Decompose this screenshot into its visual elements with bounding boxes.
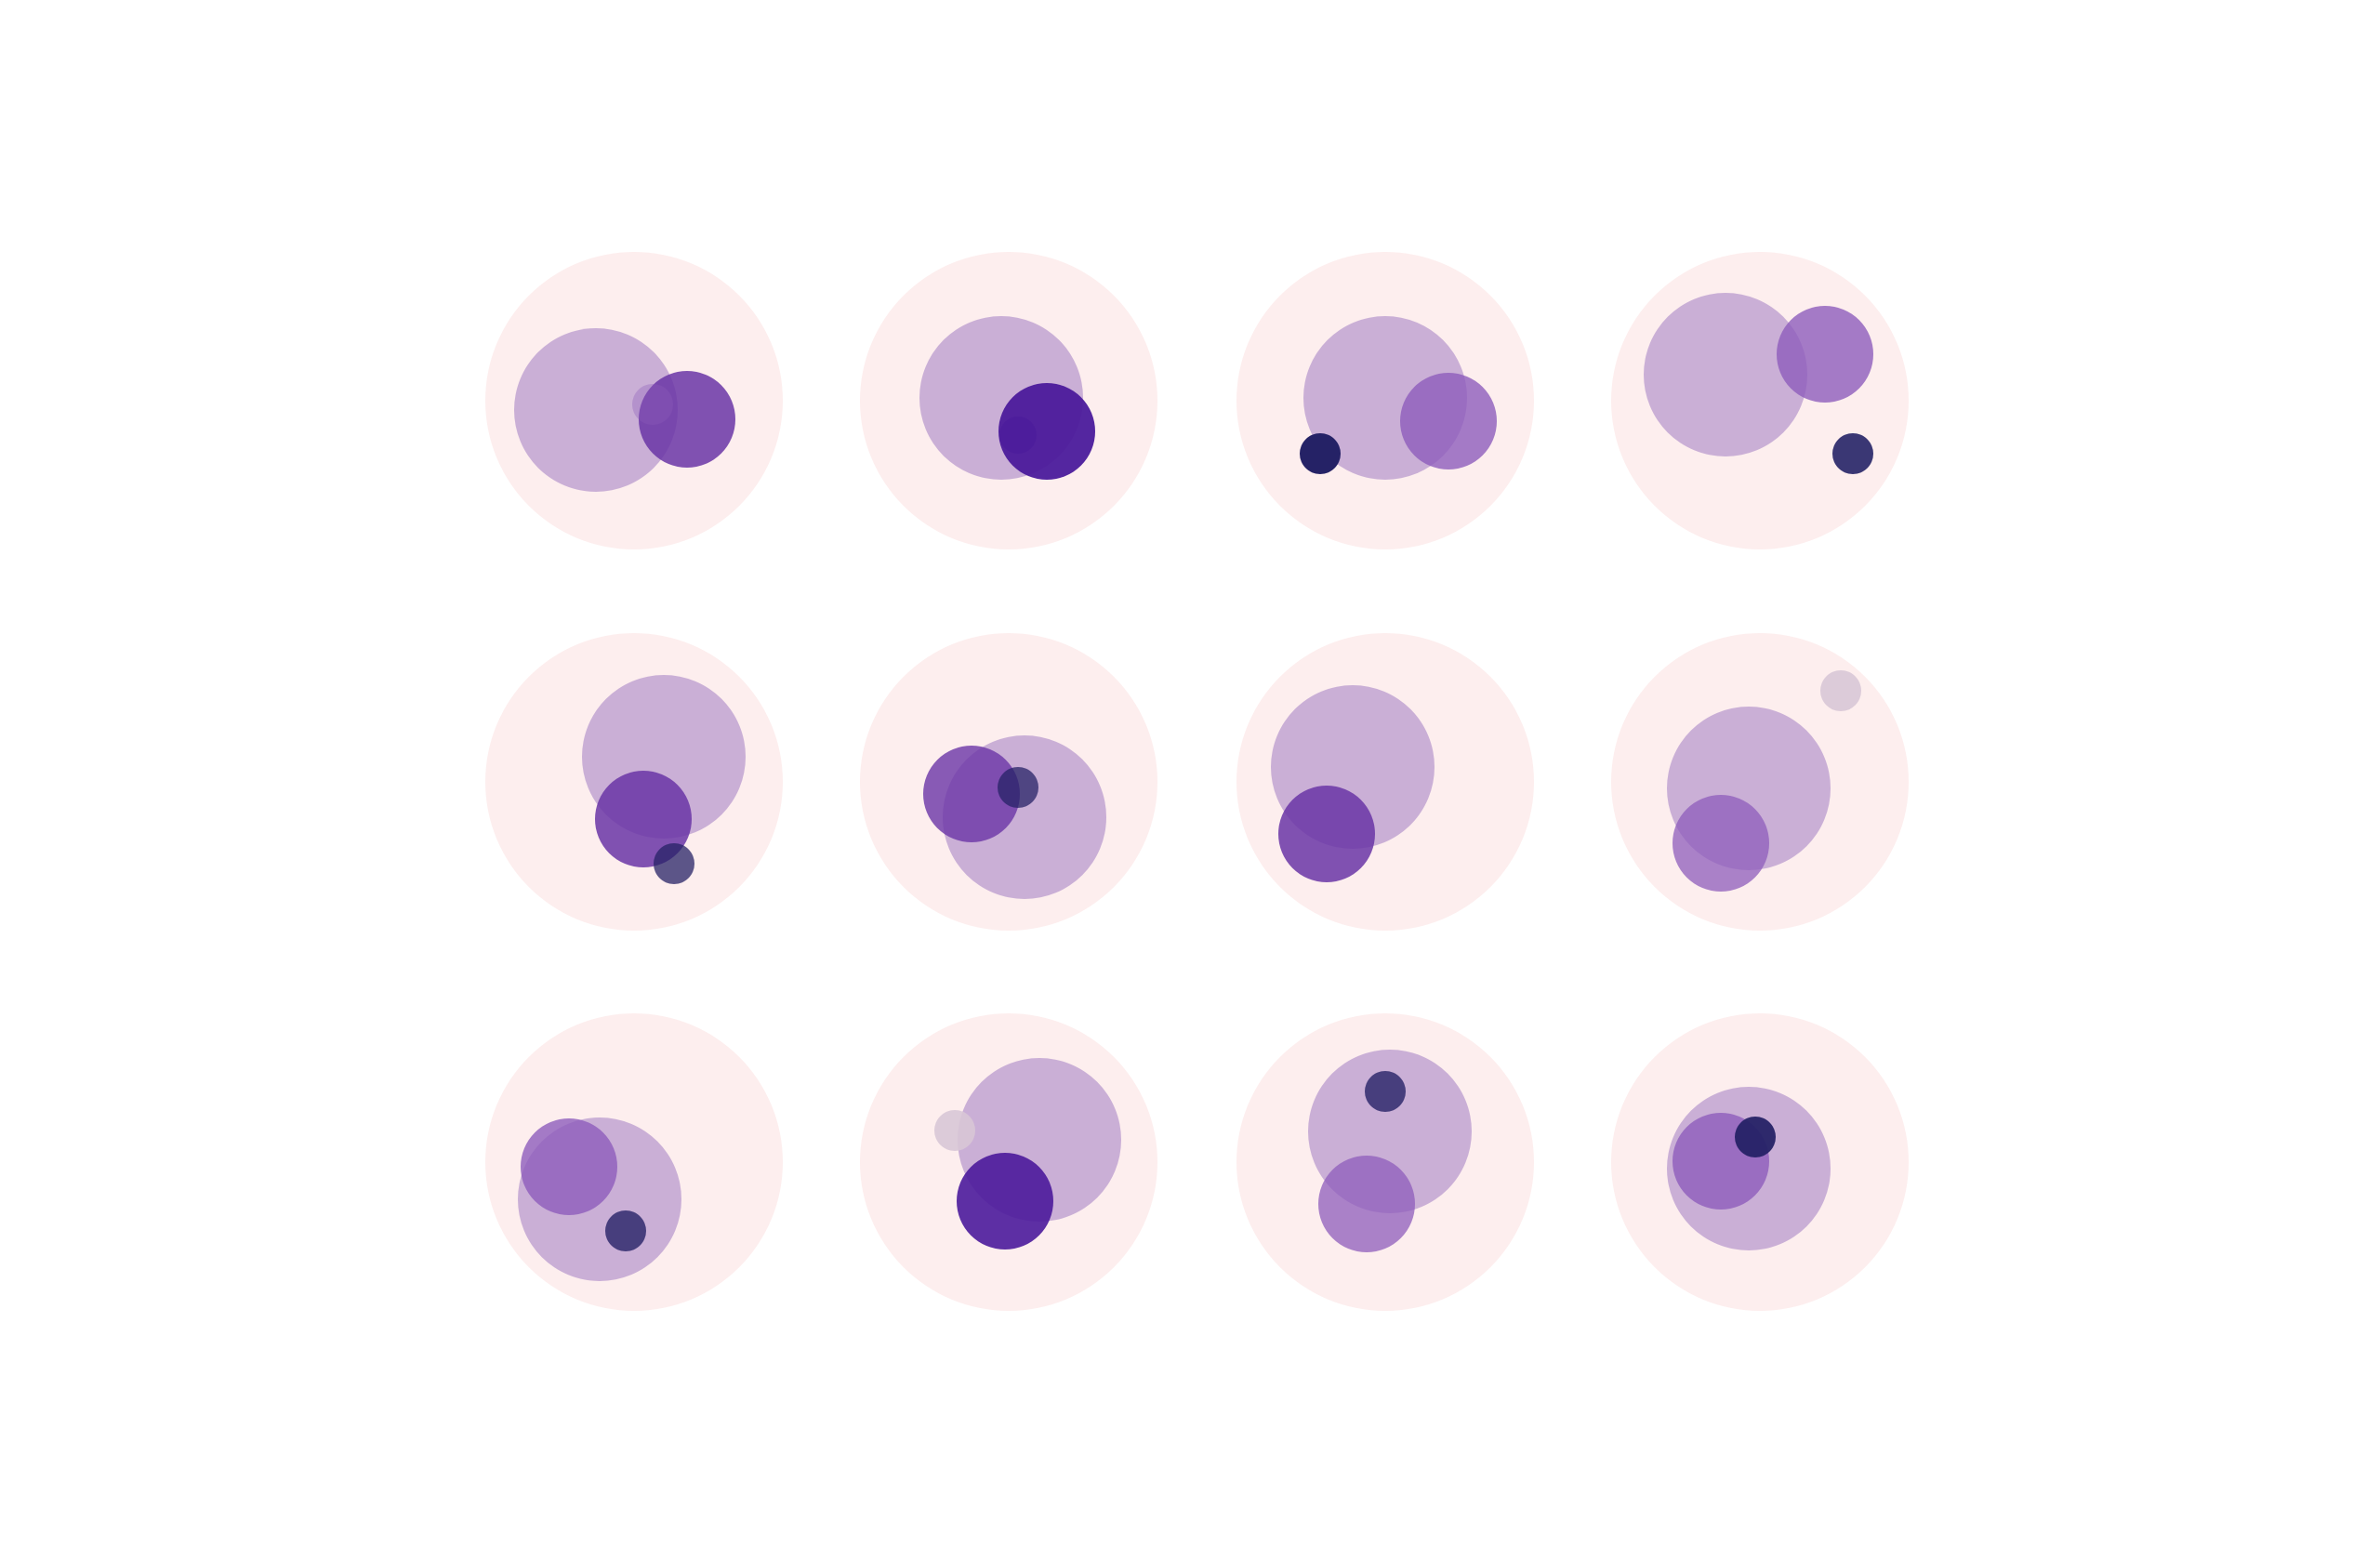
cell-r1-c1 (485, 252, 783, 549)
cell-r1-c2 (860, 252, 1157, 549)
nucleus-purple-medium (595, 771, 692, 867)
cell-r2-c4 (1611, 633, 1909, 931)
nucleus-navy (1832, 433, 1873, 474)
cell-r2-c1 (485, 633, 783, 931)
nucleus-purple-light (521, 1118, 617, 1215)
nucleus-lavender (1644, 293, 1807, 456)
cell-r1-c3 (1236, 252, 1534, 549)
cell-r1-c4 (1611, 252, 1909, 549)
nucleus-lavender (514, 328, 678, 492)
cell-r2-c3 (1236, 633, 1534, 931)
nucleus-purple-dark (957, 1153, 1053, 1250)
nucleus-navy (654, 843, 694, 884)
nucleus-navy (1365, 1071, 1406, 1112)
nucleus-navy (605, 1210, 646, 1251)
cells-layer (485, 252, 1909, 1311)
nucleus-purple-light (1318, 1156, 1415, 1252)
nucleus-purple-light (1777, 306, 1873, 403)
nucleus-faint (1820, 670, 1861, 711)
nucleus-purple-light (1673, 795, 1769, 892)
nucleus-purple-light (1400, 373, 1497, 469)
nucleus-purple-medium (923, 746, 1020, 842)
nucleus-faint (934, 1110, 975, 1151)
cell-r2-c2 (860, 633, 1157, 931)
nucleus-purple-dark (999, 416, 1037, 454)
nucleus-navy (998, 767, 1038, 808)
nucleus-purple-medium (1278, 786, 1375, 882)
cell-r3-c1 (485, 1013, 783, 1311)
nucleus-purple-medium (639, 371, 735, 468)
cell-r3-c3 (1236, 1013, 1534, 1311)
nucleus-purple-light (632, 384, 673, 425)
nucleus-navy (1300, 433, 1341, 474)
nucleus-purple-dark (998, 383, 1095, 480)
nucleus-navy (1735, 1117, 1776, 1157)
cell-r3-c2 (860, 1013, 1157, 1311)
cell-r3-c4 (1611, 1013, 1909, 1311)
